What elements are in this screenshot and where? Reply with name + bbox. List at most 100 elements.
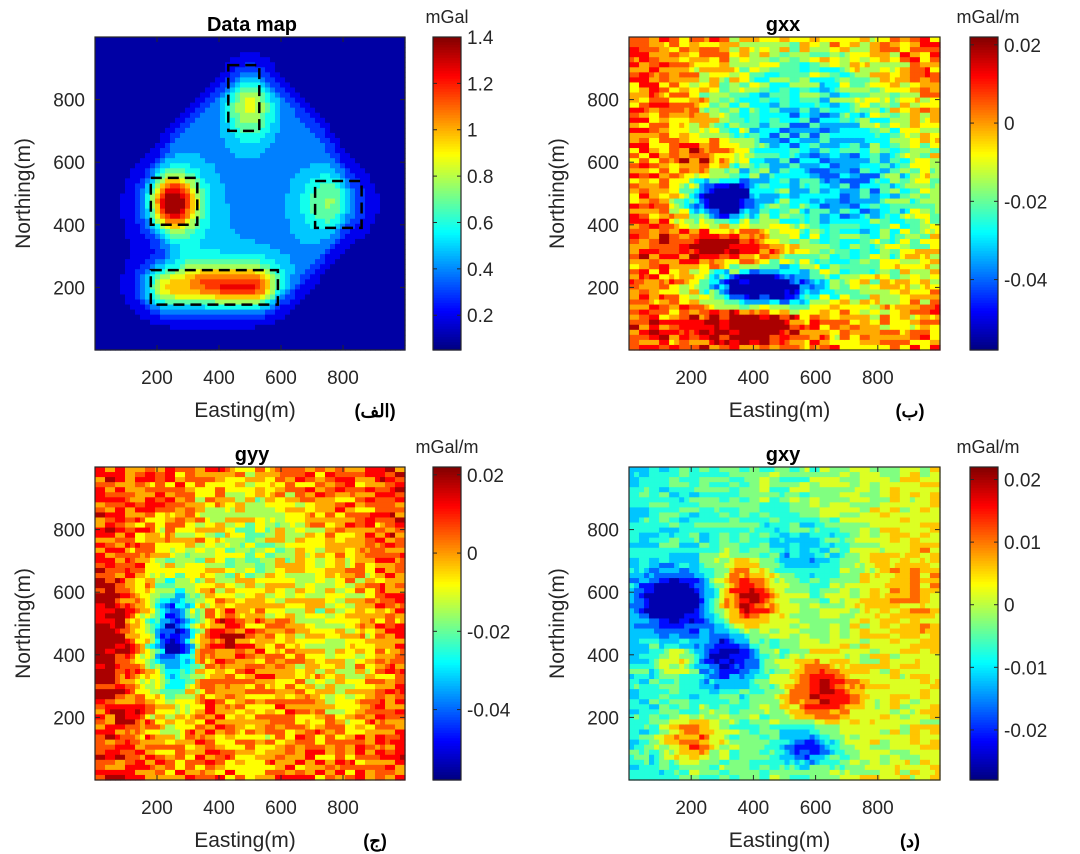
heatmap-cell <box>639 264 645 270</box>
heatmap-cell <box>355 193 361 200</box>
heatmap-cell <box>310 208 316 215</box>
heatmap-cell <box>290 309 296 316</box>
heatmap-cell <box>629 178 635 184</box>
heatmap-cell <box>170 188 176 195</box>
heatmap-cell <box>350 102 356 109</box>
heatmap-cell <box>355 92 361 99</box>
heatmap-cell <box>669 42 675 48</box>
heatmap-cell <box>350 213 356 220</box>
heatmap-cell <box>165 344 171 351</box>
heatmap-cell <box>225 183 231 190</box>
heatmap-cell <box>290 228 296 235</box>
heatmap-cell <box>190 344 196 351</box>
heatmap-cell <box>375 238 381 245</box>
heatmap-cell <box>250 153 256 159</box>
heatmap-cell <box>370 279 376 285</box>
heatmap-cell <box>320 243 326 250</box>
heatmap-cell <box>140 163 146 169</box>
heatmap-cell <box>285 163 291 169</box>
heatmap-cell <box>255 82 261 89</box>
heatmap-cell <box>400 294 406 301</box>
heatmap-cell <box>634 77 640 84</box>
heatmap-cell <box>325 279 331 285</box>
heatmap-cell <box>310 294 316 301</box>
heatmap-cell <box>250 259 256 265</box>
heatmap-cell <box>679 57 685 63</box>
heatmap-cell <box>679 77 685 84</box>
heatmap-cell <box>210 339 216 346</box>
heatmap-cell <box>150 132 156 139</box>
heatmap-cell <box>200 67 206 73</box>
colorbar-swatch <box>433 274 461 278</box>
heatmap-cell <box>230 294 236 301</box>
heatmap-cell <box>180 42 186 48</box>
colorbar-swatch <box>433 91 461 95</box>
heatmap-cell <box>265 77 271 84</box>
heatmap-cell <box>205 173 211 179</box>
heatmap-cell <box>250 314 256 321</box>
heatmap-cell <box>105 87 111 94</box>
heatmap-cell <box>335 249 341 255</box>
heatmap-cell <box>644 132 650 139</box>
heatmap-cell <box>180 299 186 306</box>
heatmap-cell <box>375 198 381 205</box>
heatmap-cell <box>295 77 301 84</box>
heatmap-cell <box>145 62 151 68</box>
heatmap-cell <box>385 249 391 255</box>
heatmap-cell <box>385 243 391 250</box>
heatmap-cell <box>395 324 401 331</box>
heatmap-cell <box>185 294 191 301</box>
heatmap-cell <box>330 97 336 104</box>
heatmap-cell <box>135 67 141 73</box>
heatmap-cell <box>220 254 226 260</box>
heatmap-cell <box>649 339 655 346</box>
heatmap-cell <box>255 319 261 326</box>
heatmap-cell <box>125 87 131 94</box>
heatmap-cell <box>310 213 316 220</box>
heatmap-cell <box>330 67 336 73</box>
colorbar-swatch <box>433 196 461 200</box>
heatmap-cell <box>355 208 361 215</box>
heatmap-cell <box>400 117 406 124</box>
heatmap-cell <box>315 249 321 255</box>
heatmap-cell <box>320 249 326 255</box>
heatmap-cell <box>694 218 700 225</box>
colorbar-swatch <box>433 60 461 64</box>
heatmap-cell <box>644 334 650 341</box>
heatmap-cell <box>330 259 336 265</box>
heatmap-cell <box>135 72 141 78</box>
heatmap-cell <box>150 168 156 174</box>
heatmap-cell <box>370 294 376 301</box>
heatmap-cell <box>255 42 261 48</box>
heatmap-cell <box>659 218 665 225</box>
heatmap-cell <box>275 127 281 134</box>
heatmap-cell <box>335 334 341 341</box>
heatmap-cell <box>250 163 256 169</box>
heatmap-cell <box>385 173 391 179</box>
heatmap-cell <box>674 92 680 99</box>
colorbar-swatch <box>433 42 461 46</box>
heatmap-cell <box>270 249 276 255</box>
heatmap-cell <box>275 188 281 195</box>
heatmap-cell <box>225 344 231 351</box>
heatmap-cell <box>320 314 326 321</box>
heatmap-cell <box>390 102 396 109</box>
heatmap-cell <box>145 218 151 225</box>
heatmap-cell <box>664 107 670 114</box>
heatmap-cell <box>260 107 266 114</box>
heatmap-cell <box>674 132 680 139</box>
heatmap-cell <box>210 42 216 48</box>
heatmap-cell <box>684 72 690 78</box>
heatmap-cell <box>649 203 655 210</box>
heatmap-cell <box>130 193 136 200</box>
heatmap-cell <box>370 314 376 321</box>
heatmap-cell <box>245 47 251 53</box>
heatmap-cell <box>300 243 306 250</box>
heatmap-cell <box>375 137 381 144</box>
heatmap-cell <box>365 82 371 89</box>
heatmap-cell <box>644 102 650 109</box>
heatmap-cell <box>664 42 670 48</box>
heatmap-cell <box>220 47 226 53</box>
heatmap-cell <box>365 67 371 73</box>
heatmap-cell <box>659 193 665 200</box>
